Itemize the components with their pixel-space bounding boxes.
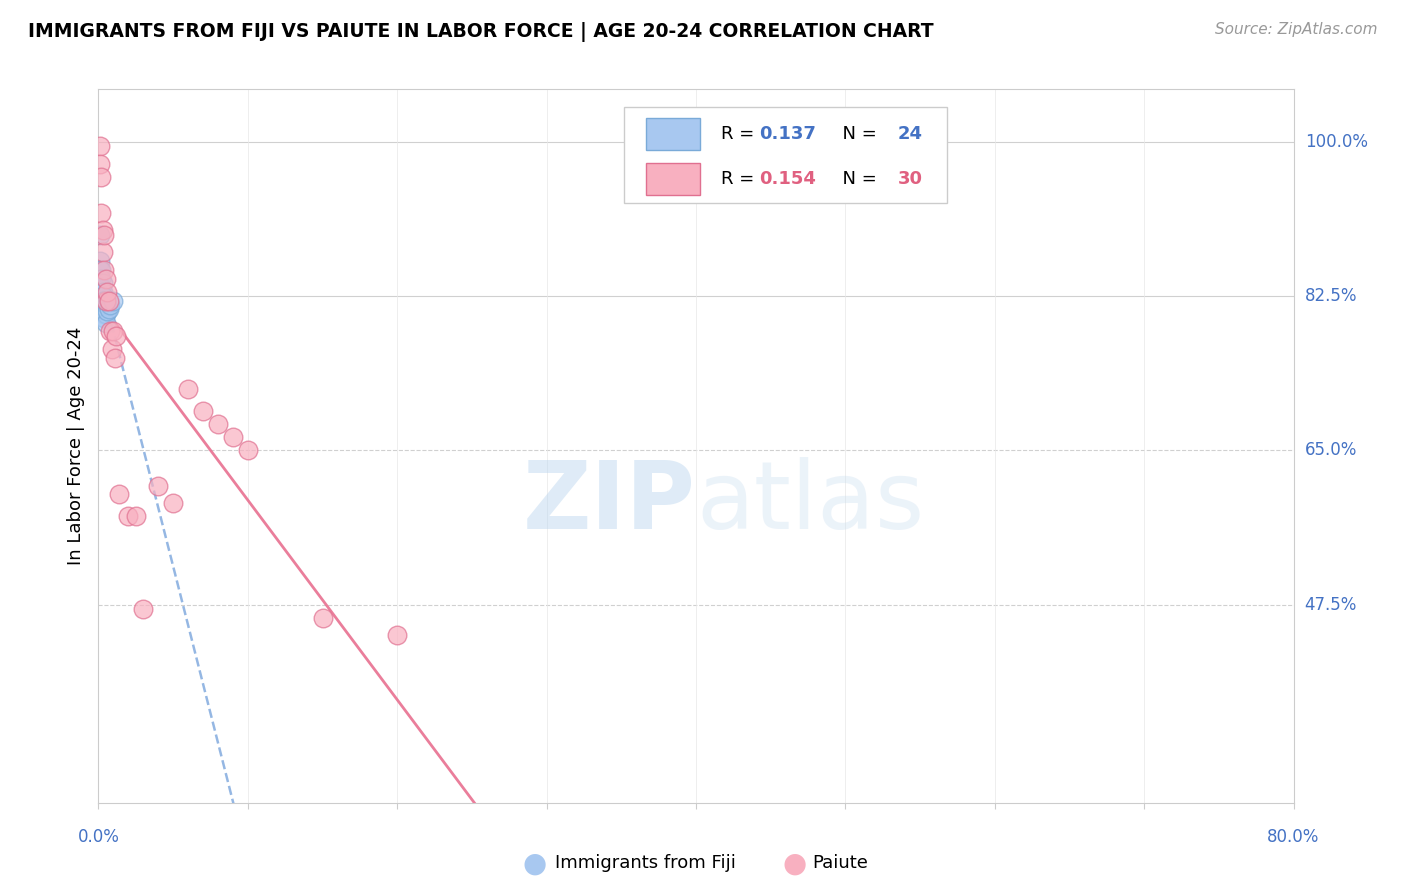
Point bbox=[89, 262, 111, 277]
Point bbox=[91, 285, 114, 299]
Text: 100.0%: 100.0% bbox=[1305, 133, 1368, 151]
Point bbox=[93, 262, 115, 277]
Point bbox=[103, 325, 125, 339]
Point bbox=[97, 293, 120, 308]
Point bbox=[148, 478, 170, 492]
Text: ●: ● bbox=[782, 849, 807, 878]
Point bbox=[117, 509, 139, 524]
Text: 0.0%: 0.0% bbox=[77, 828, 120, 846]
Y-axis label: In Labor Force | Age 20-24: In Labor Force | Age 20-24 bbox=[66, 326, 84, 566]
Point bbox=[101, 342, 124, 356]
Point bbox=[94, 307, 117, 321]
Text: R =: R = bbox=[721, 125, 761, 143]
Text: 24: 24 bbox=[898, 125, 922, 143]
Point bbox=[96, 298, 118, 312]
Text: atlas: atlas bbox=[696, 457, 924, 549]
Text: 30: 30 bbox=[898, 170, 922, 188]
Point bbox=[93, 311, 115, 326]
Point bbox=[89, 157, 111, 171]
Point bbox=[177, 382, 200, 396]
Text: 0.154: 0.154 bbox=[759, 170, 817, 188]
Point bbox=[125, 509, 148, 524]
Point bbox=[162, 496, 184, 510]
Point bbox=[236, 443, 259, 458]
Point bbox=[104, 351, 127, 365]
Point bbox=[98, 298, 122, 312]
Point bbox=[90, 262, 112, 277]
Text: 65.0%: 65.0% bbox=[1305, 442, 1357, 459]
FancyBboxPatch shape bbox=[624, 107, 946, 203]
Point bbox=[91, 293, 114, 308]
Point bbox=[93, 302, 115, 317]
Text: 0.137: 0.137 bbox=[759, 125, 817, 143]
Point bbox=[91, 298, 114, 312]
Text: R =: R = bbox=[721, 170, 761, 188]
Text: Source: ZipAtlas.com: Source: ZipAtlas.com bbox=[1215, 22, 1378, 37]
Text: Paiute: Paiute bbox=[813, 855, 869, 872]
Point bbox=[311, 611, 333, 625]
Point bbox=[103, 293, 125, 308]
Point bbox=[93, 298, 115, 312]
Point bbox=[108, 487, 131, 501]
Point bbox=[91, 245, 114, 260]
Point bbox=[191, 403, 214, 417]
Point bbox=[89, 254, 111, 268]
Point bbox=[90, 205, 112, 219]
Point bbox=[90, 271, 112, 285]
Point bbox=[94, 271, 117, 285]
Point bbox=[97, 302, 120, 317]
Text: IMMIGRANTS FROM FIJI VS PAIUTE IN LABOR FORCE | AGE 20-24 CORRELATION CHART: IMMIGRANTS FROM FIJI VS PAIUTE IN LABOR … bbox=[28, 22, 934, 42]
Point bbox=[93, 307, 115, 321]
FancyBboxPatch shape bbox=[645, 163, 700, 195]
Text: N =: N = bbox=[831, 170, 883, 188]
Point bbox=[90, 170, 112, 185]
Point bbox=[96, 285, 118, 299]
Point bbox=[207, 417, 229, 431]
Text: Immigrants from Fiji: Immigrants from Fiji bbox=[555, 855, 737, 872]
Point bbox=[385, 628, 409, 642]
Text: ●: ● bbox=[522, 849, 547, 878]
Point bbox=[105, 329, 128, 343]
Point bbox=[132, 602, 155, 616]
Point bbox=[98, 325, 122, 339]
Text: 82.5%: 82.5% bbox=[1305, 287, 1357, 305]
Point bbox=[94, 298, 117, 312]
Point bbox=[93, 227, 115, 242]
Text: ZIP: ZIP bbox=[523, 457, 696, 549]
Point bbox=[96, 304, 118, 318]
Point bbox=[93, 293, 115, 308]
Point bbox=[222, 430, 245, 444]
Point bbox=[90, 280, 112, 294]
Point bbox=[91, 276, 114, 290]
Point bbox=[91, 223, 114, 237]
FancyBboxPatch shape bbox=[645, 118, 700, 150]
Text: 80.0%: 80.0% bbox=[1267, 828, 1320, 846]
Point bbox=[91, 289, 114, 303]
Text: N =: N = bbox=[831, 125, 883, 143]
Point bbox=[94, 293, 117, 308]
Point bbox=[89, 227, 111, 242]
Point bbox=[89, 139, 111, 153]
Point bbox=[94, 316, 117, 330]
Text: 47.5%: 47.5% bbox=[1305, 596, 1357, 614]
